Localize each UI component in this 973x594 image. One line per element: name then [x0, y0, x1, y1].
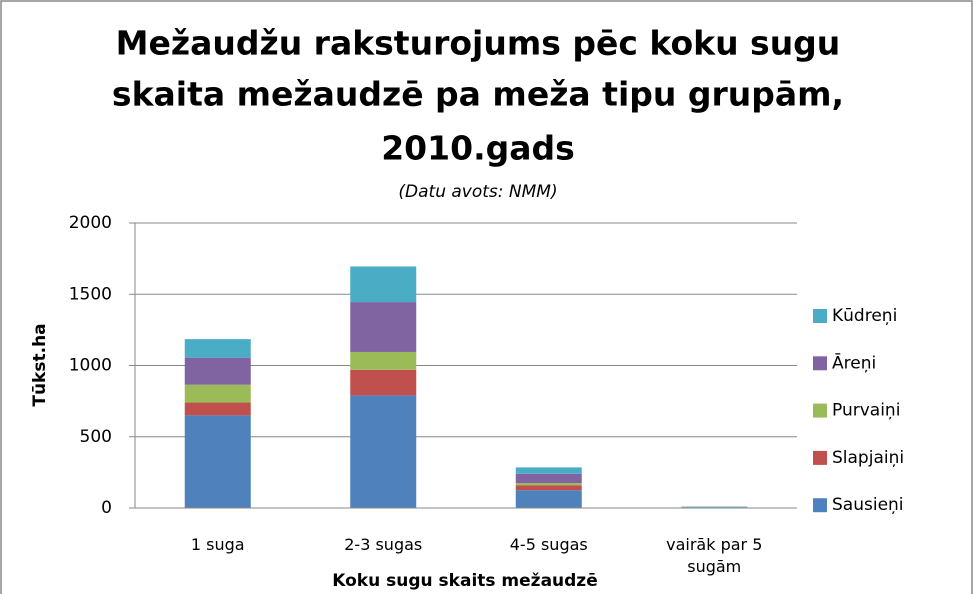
legend-swatch [813, 356, 827, 371]
bar-segment [515, 485, 582, 491]
bar-segment [681, 506, 748, 508]
bar-segment [184, 384, 251, 403]
bar-segment [350, 351, 417, 370]
chart-subtitle: (Datu avots: NMM) [398, 182, 557, 202]
x-axis-label: Koku sugu skaits mežaudzē [332, 571, 597, 591]
y-axis-label: Tūkst.ha [30, 323, 50, 406]
bar-segment [515, 483, 582, 486]
legend-label: Slapjaiņi [832, 448, 904, 468]
x-tick-label: 4-5 sugas [509, 535, 588, 554]
chart-title: Mežaudžu raksturojums pēc koku sugu [116, 24, 841, 63]
chart-title: skaita mežaudzē pa meža tipu grupām, [112, 75, 844, 114]
bar-segment [350, 266, 417, 303]
bar-segment [184, 339, 251, 358]
bar-segment [184, 415, 251, 508]
x-tick-label: 2-3 sugas [344, 535, 423, 554]
bar-segment [350, 395, 417, 508]
y-tick-label: 1500 [69, 284, 112, 304]
legend-label: Āreņi [832, 351, 876, 373]
y-tick-label: 500 [80, 427, 112, 447]
y-tick-label: 2000 [69, 213, 112, 233]
legend-swatch [813, 498, 827, 513]
y-tick-label: 1000 [69, 356, 112, 376]
legend-swatch [813, 450, 827, 465]
bar-segment [184, 402, 251, 416]
x-tick-label: vairāk par 5 sugām [666, 535, 763, 576]
bar-segment [515, 467, 582, 474]
x-tick-label: 1 suga [190, 535, 245, 554]
legend-label: Kūdreņi [832, 306, 897, 326]
bar-segment [515, 473, 582, 484]
chart-title: 2010.gads [381, 129, 575, 168]
bar-segment [350, 369, 417, 396]
bar-segment [184, 357, 251, 385]
legend-label: Purvaiņi [832, 401, 900, 421]
legend-swatch [813, 403, 827, 418]
legend-label: Sausieņi [832, 495, 904, 515]
bar-segment [515, 490, 582, 508]
legend-swatch [813, 309, 827, 323]
bar-segment [350, 302, 417, 352]
y-tick-label: 0 [101, 498, 112, 518]
